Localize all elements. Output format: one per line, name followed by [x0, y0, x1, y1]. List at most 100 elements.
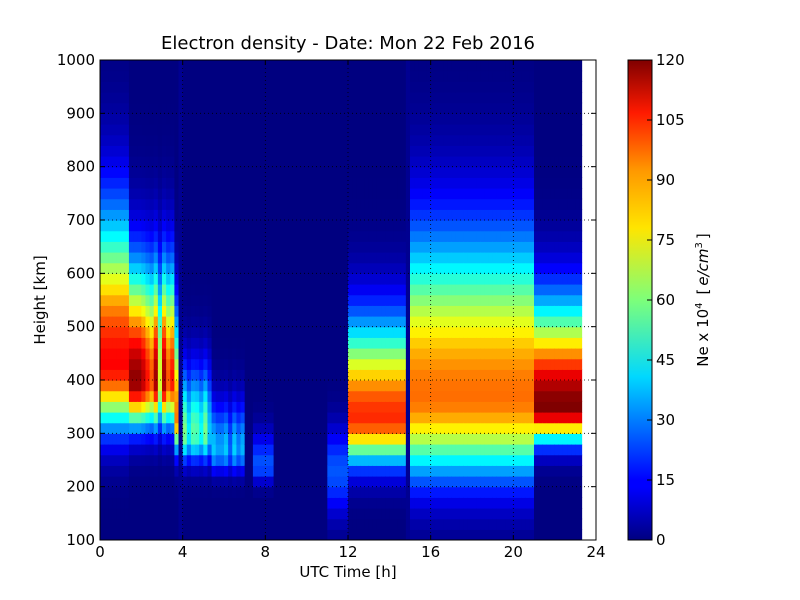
heatmap-cell — [104, 529, 109, 540]
heatmap-cell — [228, 124, 233, 136]
heatmap-cell — [281, 113, 287, 125]
heatmap-cell — [149, 380, 155, 392]
heatmap-cell — [447, 465, 452, 477]
heatmap-cell — [104, 60, 109, 72]
heatmap-cell — [480, 465, 485, 477]
heatmap-cell — [302, 305, 308, 317]
heatmap-cell — [393, 380, 399, 392]
heatmap-cell — [422, 412, 428, 424]
heatmap-cell — [252, 230, 258, 242]
heatmap-cell — [170, 294, 175, 306]
heatmap-cell — [128, 209, 134, 221]
heatmap-cell — [310, 422, 316, 434]
heatmap-cell — [104, 337, 109, 349]
heatmap-cell — [335, 454, 341, 466]
heatmap-cell — [360, 60, 366, 72]
heatmap-cell — [397, 273, 403, 285]
heatmap-cell — [240, 70, 246, 82]
heatmap-cell — [352, 284, 357, 296]
heatmap-cell — [236, 465, 242, 477]
heatmap-cell — [422, 294, 428, 306]
heatmap-cell — [434, 273, 440, 285]
heatmap-cell — [182, 529, 188, 540]
heatmap-cell — [405, 273, 411, 285]
heatmap-cell — [199, 262, 204, 274]
heatmap-cell — [112, 284, 118, 296]
heatmap-cell — [281, 465, 287, 477]
heatmap-cell — [492, 262, 498, 274]
heatmap-cell — [476, 92, 481, 104]
heatmap-cell — [203, 518, 209, 530]
heatmap-cell — [240, 326, 246, 338]
heatmap-cell — [505, 444, 510, 456]
heatmap-cell — [538, 188, 543, 200]
heatmap-cell — [410, 465, 415, 477]
heatmap-cell — [414, 60, 419, 72]
heatmap-cell — [252, 273, 258, 285]
heatmap-cell — [459, 433, 465, 445]
heatmap-cell — [219, 529, 225, 540]
heatmap-cell — [451, 273, 457, 285]
heatmap-cell — [339, 422, 345, 434]
heatmap-cell — [257, 497, 262, 509]
heatmap-cell — [108, 508, 113, 520]
heatmap-cell — [281, 262, 287, 274]
heatmap-cell — [534, 476, 539, 488]
heatmap-cell — [153, 476, 159, 488]
heatmap-cell — [232, 486, 237, 498]
heatmap-cell — [162, 444, 167, 456]
heatmap-cell — [430, 166, 436, 178]
heatmap-cell — [302, 380, 308, 392]
heatmap-cell — [310, 369, 316, 381]
heatmap-cell — [368, 380, 374, 392]
heatmap-cell — [459, 348, 465, 360]
heatmap-cell — [190, 412, 196, 424]
heatmap-cell — [401, 358, 407, 370]
heatmap-cell — [509, 252, 514, 264]
heatmap-cell — [434, 444, 440, 456]
heatmap-cell — [484, 134, 490, 146]
heatmap-cell — [480, 401, 485, 413]
heatmap-cell — [389, 412, 395, 424]
heatmap-cell — [224, 252, 229, 264]
heatmap-cell — [505, 177, 510, 189]
heatmap-cell — [203, 454, 209, 466]
heatmap-cell — [480, 262, 485, 274]
heatmap-cell — [393, 145, 399, 157]
heatmap-cell — [455, 156, 461, 168]
heatmap-cell — [385, 102, 390, 114]
heatmap-cell — [145, 198, 151, 210]
heatmap-cell — [153, 220, 159, 232]
heatmap-cell — [314, 60, 320, 72]
heatmap-cell — [182, 305, 188, 317]
heatmap-cell — [476, 465, 481, 477]
heatmap-cell — [298, 198, 304, 210]
heatmap-cell — [186, 497, 192, 509]
heatmap-cell — [426, 284, 432, 296]
heatmap-cell — [500, 273, 506, 285]
heatmap-cell — [104, 284, 109, 296]
heatmap-cell — [517, 518, 523, 530]
heatmap-cell — [153, 518, 159, 530]
heatmap-cell — [186, 284, 192, 296]
heatmap-cell — [348, 497, 353, 509]
heatmap-cell — [397, 60, 403, 72]
heatmap-cell — [273, 305, 279, 317]
heatmap-cell — [302, 92, 308, 104]
heatmap-cell — [356, 230, 361, 242]
heatmap-cell — [343, 60, 349, 72]
heatmap-cell — [360, 518, 366, 530]
heatmap-cell — [149, 156, 155, 168]
heatmap-cell — [472, 92, 477, 104]
heatmap-cell — [195, 390, 200, 402]
heatmap-cell — [128, 497, 134, 509]
heatmap-cell — [141, 529, 147, 540]
heatmap-cell — [422, 358, 428, 370]
heatmap-cell — [244, 422, 250, 434]
heatmap-cell — [430, 156, 436, 168]
heatmap-cell — [124, 497, 130, 509]
heatmap-cell — [314, 454, 320, 466]
heatmap-cell — [224, 433, 229, 445]
heatmap-cell — [385, 166, 390, 178]
heatmap-cell — [455, 348, 461, 360]
